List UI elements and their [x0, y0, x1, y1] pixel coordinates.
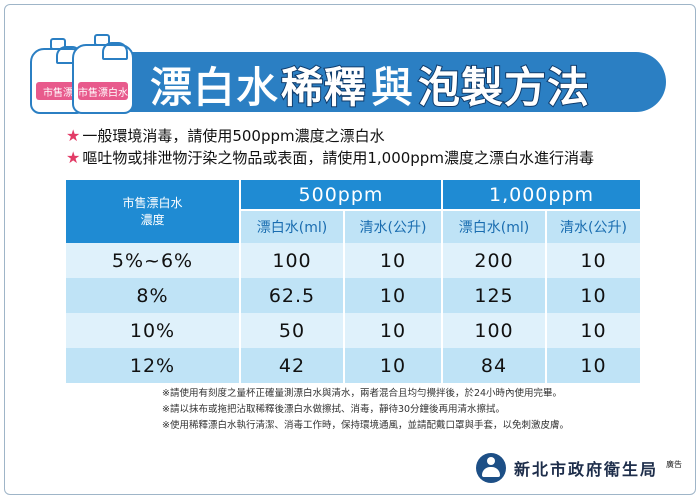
- subheader-cell: 清水(公升): [545, 209, 640, 243]
- table-cell: 100: [441, 313, 546, 348]
- bottle-label: 市售漂白水: [78, 82, 128, 100]
- note-item: ※使用稀釋漂白水執行清潔、消毒工作時，保持環境通風，並請配戴口罩與手套，以免刺激…: [162, 420, 569, 431]
- table-cell: 10: [343, 243, 442, 278]
- instruction-text: 一般環境消毒，請使用500ppm濃度之漂白水: [82, 126, 385, 145]
- concentration-header-line-1: 市售漂白水: [122, 195, 183, 210]
- group-header-500ppm: 500ppm: [239, 180, 442, 210]
- note-item: ※請以抹布或拖把沾取稀釋後漂白水做擦拭、消毒，靜待30分鐘後再用清水擦拭。: [162, 404, 506, 415]
- table-cell: 8%: [66, 278, 240, 313]
- table-cell: 10: [545, 348, 640, 383]
- instruction-item: ★ 嘔吐物或排泄物汙染之物品或表面，請使用1,000ppm濃度之漂白水進行消毒: [66, 146, 666, 168]
- table-row: 10% 50 10 100 10: [66, 313, 640, 348]
- table-cell: 10: [545, 243, 640, 278]
- table-cell: 12%: [66, 348, 240, 383]
- table-cell: 42: [239, 348, 344, 383]
- table-cell: 125: [441, 278, 546, 313]
- instruction-item: ★ 一般環境消毒，請使用500ppm濃度之漂白水: [66, 124, 666, 146]
- note-item: ※請使用有刻度之量杯正確量測漂白水與清水，兩者混合且均勻攪拌後，於24小時內使用…: [162, 388, 563, 399]
- title-part-3: 與: [371, 62, 415, 112]
- health-bureau-logo-icon: [476, 453, 506, 483]
- bottle-label: 市售漂: [36, 82, 80, 100]
- bleach-bottle-icon: 市售漂: [30, 38, 86, 114]
- notes: ※請使用有刻度之量杯正確量測漂白水與清水，兩者混合且均勻攪拌後，於24小時內使用…: [162, 386, 662, 434]
- ad-label: 廣告: [666, 460, 682, 469]
- star-icon: ★: [66, 147, 81, 167]
- title-part-2: 稀釋: [280, 62, 368, 113]
- table-row: 12% 42 10 84 10: [66, 348, 640, 383]
- organization-name: 新北市政府衛生局: [514, 460, 659, 479]
- concentration-header-line-2: 濃度: [140, 212, 165, 227]
- table-cell: 10: [343, 278, 442, 313]
- table-cell: 10: [343, 348, 442, 383]
- table-row: 8% 62.5 10 125 10: [66, 278, 640, 313]
- table-cell: 100: [239, 243, 344, 278]
- page-title: 漂白水 稀釋 與 泡製方法: [149, 57, 592, 113]
- title-part-1: 漂白水: [149, 62, 280, 112]
- concentration-header: 市售漂白水 濃度: [66, 180, 240, 243]
- table-cell: 62.5: [239, 278, 344, 313]
- star-icon: ★: [66, 125, 81, 145]
- subheader-cell: 清水(公升): [343, 209, 442, 243]
- table-cell: 10: [343, 313, 442, 348]
- dilution-table: 市售漂白水 濃度 500ppm 1,000ppm 漂白水(ml) 清水(公升) …: [66, 180, 640, 383]
- title-part-4: 泡製方法: [417, 62, 591, 113]
- table-cell: 200: [441, 243, 546, 278]
- table-cell: 50: [239, 313, 344, 348]
- subheader-cell: 漂白水(ml): [239, 209, 344, 243]
- bleach-bottle-icon: 市售漂白水: [72, 34, 134, 114]
- table-row: 5%~6% 100 10 200 10: [66, 243, 640, 278]
- organization: 新北市政府衛生局: [476, 450, 658, 486]
- instruction-list: ★ 一般環境消毒，請使用500ppm濃度之漂白水 ★ 嘔吐物或排泄物汙染之物品或…: [66, 124, 666, 168]
- group-header-1000ppm: 1,000ppm: [441, 180, 640, 210]
- subheader-cell: 漂白水(ml): [441, 209, 546, 243]
- table-cell: 10: [545, 278, 640, 313]
- poster-frame: [4, 4, 696, 495]
- table-cell: 10: [545, 313, 640, 348]
- table-cell: 10%: [66, 313, 240, 348]
- title-banner: [74, 52, 666, 112]
- instruction-text: 嘔吐物或排泄物汙染之物品或表面，請使用1,000ppm濃度之漂白水進行消毒: [82, 148, 594, 167]
- table-cell: 84: [441, 348, 546, 383]
- table-cell: 5%~6%: [66, 243, 240, 278]
